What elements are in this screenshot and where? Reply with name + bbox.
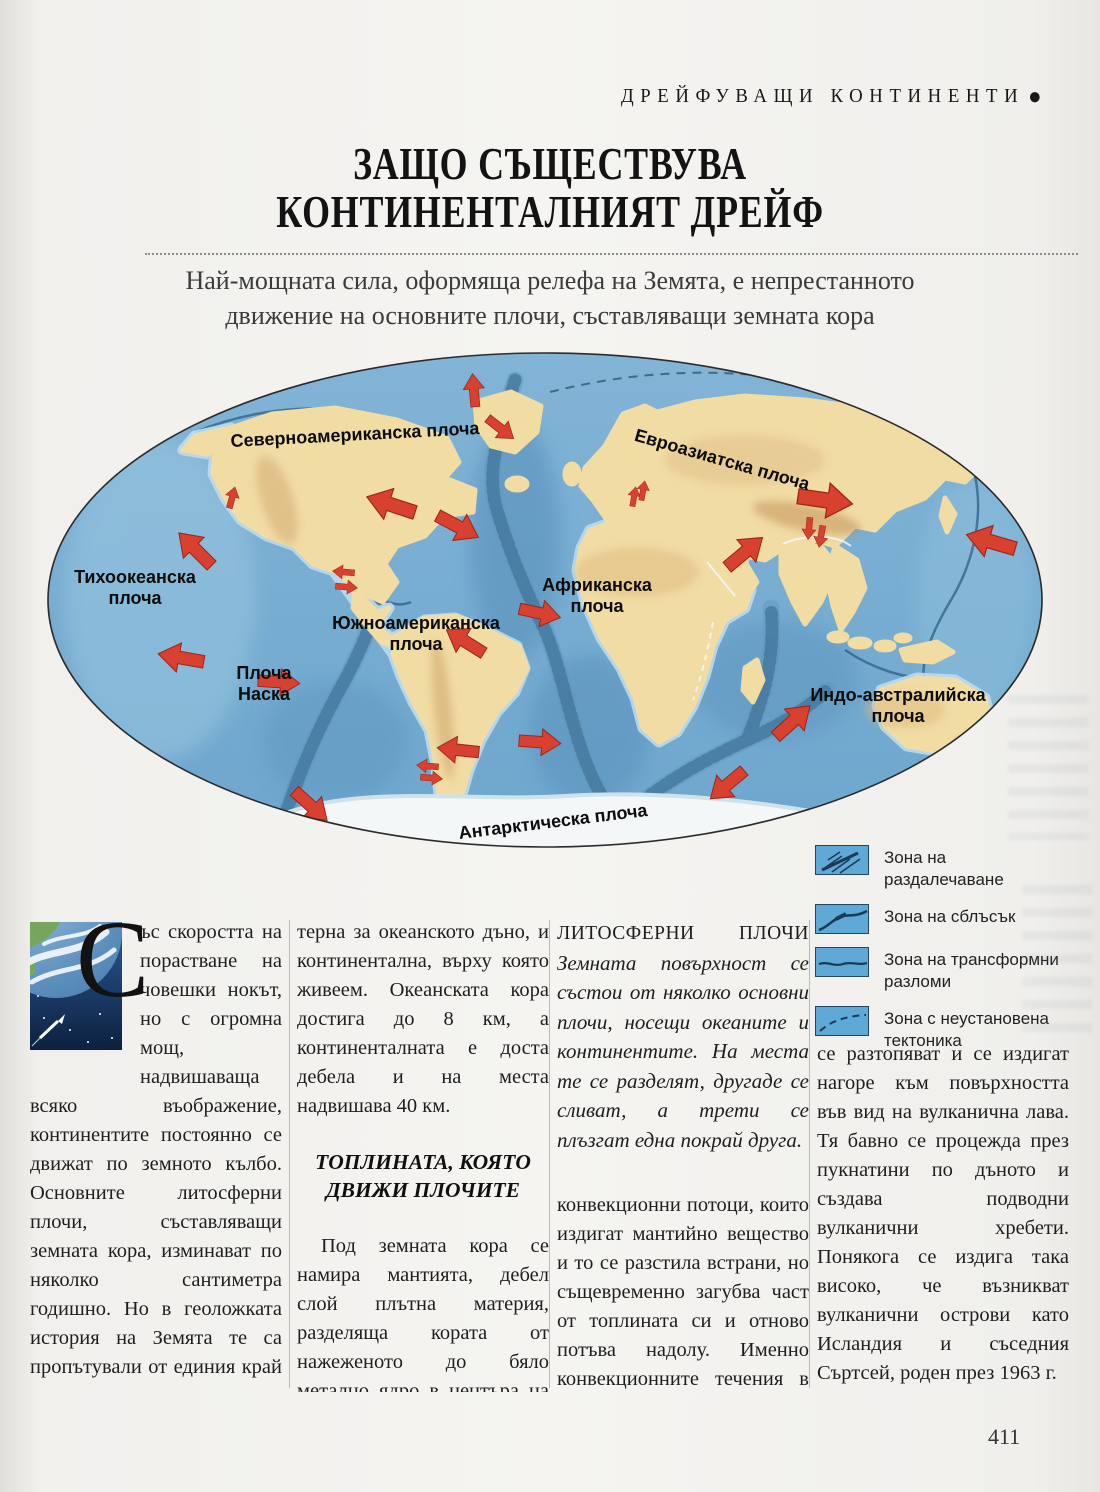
plate-label-indo-australian: Индо-австралийска плоча: [810, 685, 986, 726]
bleedthrough-ghost: [1008, 695, 1088, 840]
article-column-4: се разтопяват и се издигат нагоре към по…: [817, 1040, 1069, 1392]
body-paragraph: конвекционни потоци, които издигат манти…: [557, 1194, 809, 1390]
legend-label: Зона на трансформни разломи: [884, 950, 1059, 991]
body-paragraph: Разделящи се встрани от подводните хребе…: [817, 1388, 1069, 1392]
plate-label-pacific: Тихоокеанска плоча: [74, 567, 196, 608]
article-column-3: ЛИТОСФЕРНИ ПЛОЧИ Земната повърхност се с…: [557, 918, 809, 1392]
legend-item: Зона на трансформни разломи: [815, 947, 1067, 993]
legend-label: Зона на раздалечаване: [884, 848, 1004, 889]
map-legend: Зона на раздалечаване Зона на сблъсък Зо…: [815, 845, 1067, 1065]
page-title: ЗАЩО СЪЩЕСТВУВА КОНТИНЕНТАЛНИЯТ ДРЕЙФ: [0, 140, 1100, 236]
page-number: 411: [988, 1424, 1021, 1449]
kicker-text: ДРЕЙФУВАЩИ КОНТИНЕНТИ: [621, 85, 1025, 107]
body-paragraph: терна за океанското дъно, и континенталн…: [297, 921, 549, 1117]
legend-label: Зона с неустановена тектоника: [884, 1009, 1050, 1050]
section-kicker: ДРЕЙФУВАЩИ КОНТИНЕНТИ ●: [621, 84, 1042, 111]
subtitle: Най-мощната сила, оформяща релефа на Зем…: [185, 266, 915, 330]
drop-cap-letter: С: [76, 918, 150, 1020]
relief-shading: [256, 435, 945, 780]
title-line-2: КОНТИНЕНТАЛНИЯТ ДРЕЙФ: [276, 186, 824, 237]
bleedthrough-ghost: [1022, 885, 1092, 1035]
dropcap-block: С: [30, 918, 149, 1092]
column-divider: [549, 920, 550, 1388]
transform-fault-swatch-icon: [815, 947, 869, 977]
tectonic-plates-map: Северноамериканска плоча Евроазиатска пл…: [45, 350, 1045, 850]
article-column-2: терна за океанското дъно, и континенталн…: [297, 918, 549, 1392]
column-divider: [809, 920, 810, 1388]
legend-label: Зона на сблъсък: [884, 907, 1016, 926]
column-divider: [289, 920, 290, 1388]
world-map-graphic: [47, 352, 1043, 848]
lead-paragraph: ЛИТОСФЕРНИ ПЛОЧИ Земната повърхност се с…: [557, 918, 809, 1155]
legend-item: Зона с неустановена тектоника: [815, 1006, 1067, 1052]
plate-label-african: Африканска плоча: [542, 575, 652, 616]
legend-item: Зона на раздалечаване: [815, 845, 1067, 891]
body-paragraph: Под земната кора се намира мантията, деб…: [297, 1235, 549, 1392]
kicker-bullet-icon: ●: [1028, 84, 1042, 110]
plate-label-south-american: Южноамериканска плоча: [332, 613, 500, 654]
collision-zone-swatch-icon: [815, 904, 869, 934]
rocket-icon: [31, 1014, 65, 1047]
section-heading: ТОПЛИНАТА, КОЯТО ДВИЖИ ПЛОЧИТЕ: [315, 1150, 531, 1202]
article-column-1: С ъс скоростта на порастване на човешки …: [30, 918, 282, 1392]
lead-label: ЛИТОСФЕРНИ ПЛОЧИ: [557, 923, 809, 944]
plate-label-nazca: Плоча Наска: [236, 663, 292, 704]
body-paragraph: ъс скоростта на порастване на човешки но…: [30, 921, 282, 1392]
body-paragraph: се разтопяват и се издигат нагоре към по…: [817, 1043, 1069, 1384]
legend-item: Зона на сблъсък: [815, 904, 1067, 934]
earth-from-space-image: [30, 922, 122, 1050]
title-line-1: ЗАЩО СЪЩЕСТВУВА: [353, 138, 747, 189]
dotted-rule: [145, 253, 1078, 255]
lead-text: Земната повърхност се състои от няколко …: [557, 950, 809, 1152]
undetermined-tectonics-swatch-icon: [815, 1006, 869, 1036]
divergence-zone-swatch-icon: [815, 845, 869, 875]
